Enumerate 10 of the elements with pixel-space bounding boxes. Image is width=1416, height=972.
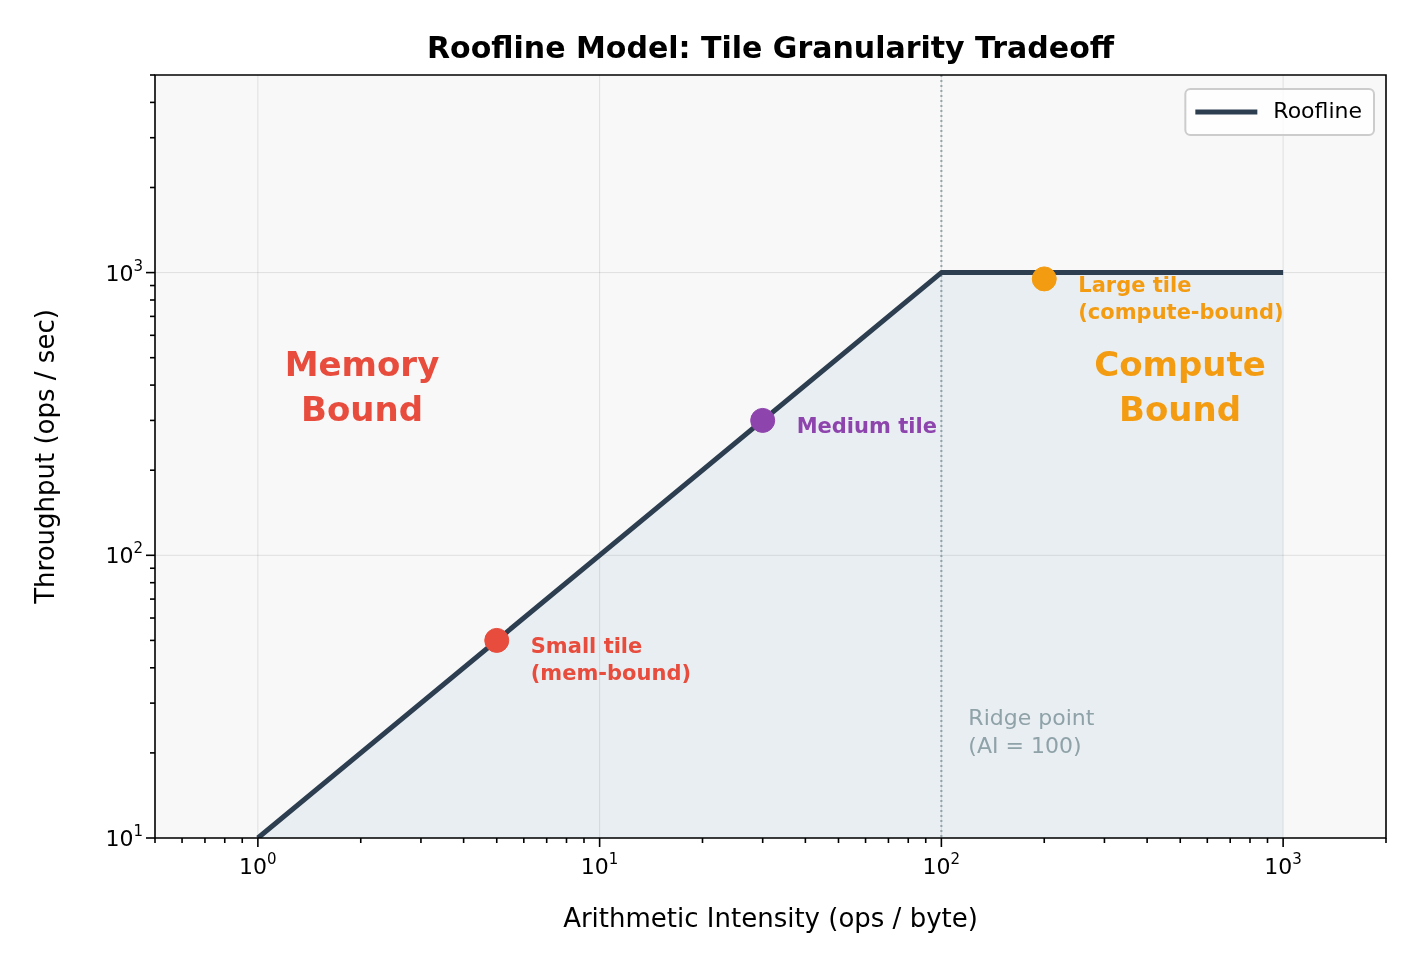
y-axis-title: Throughput (ops / sec) [30,309,60,605]
annotation: Compute Bound [1094,344,1266,430]
ref-line-label: Ridge point (AI = 100) [968,705,1095,758]
series-label: Large tile (compute-bound) [1078,272,1284,324]
annotation: Memory Bound [284,344,440,430]
legend-label: Roofline [1273,97,1363,123]
series-label: Small tile (mem-bound) [530,634,692,686]
x-axis-title: Arithmetic Intensity (ops / byte) [563,903,978,933]
series-label: Medium tile [796,414,937,439]
chart-title: Roofline Model: Tile Granularity Tradeoff [426,30,1115,65]
